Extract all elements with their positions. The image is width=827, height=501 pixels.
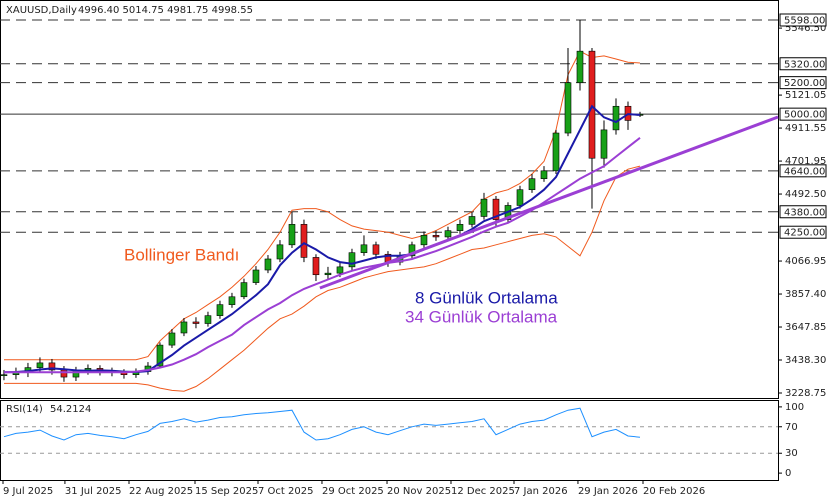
candle-body bbox=[564, 82, 572, 134]
trendline bbox=[319, 115, 779, 290]
y-tick-label: 3857.40 bbox=[785, 289, 826, 300]
level-label-box bbox=[779, 107, 827, 121]
level-label-box bbox=[779, 57, 827, 71]
x-tick-label: 31 Jul 2025 bbox=[65, 486, 122, 497]
level-label-box bbox=[779, 13, 827, 27]
x-tick-label: 29 Oct 2025 bbox=[322, 486, 384, 497]
y-tick-label: 5546.50 bbox=[785, 23, 826, 34]
bollinger-lower bbox=[4, 165, 641, 392]
candle-body bbox=[276, 244, 284, 260]
x-tick-label: 22 Aug 2025 bbox=[129, 486, 193, 497]
bollinger-upper bbox=[4, 50, 641, 361]
annotation: 34 Günlük Ortalama bbox=[405, 307, 558, 326]
candle-body bbox=[612, 105, 620, 131]
candle-body bbox=[324, 272, 332, 276]
candle-body bbox=[168, 332, 176, 346]
x-tick-label: 15 Sep 2025 bbox=[195, 486, 258, 497]
level-label-box bbox=[779, 76, 827, 90]
candle-body bbox=[540, 170, 548, 179]
candle-body bbox=[0, 374, 8, 376]
candle-body bbox=[432, 235, 440, 238]
rsi-line bbox=[3, 407, 641, 441]
candle-body bbox=[372, 244, 380, 255]
y-tick-label: 70 bbox=[785, 422, 798, 433]
y-tick-label: 100 bbox=[785, 402, 804, 413]
symbol-title: XAUUSD,Daily bbox=[6, 5, 77, 16]
candle-body bbox=[552, 132, 560, 172]
candle-body bbox=[252, 269, 260, 283]
x-tick-label: 20 Feb 2026 bbox=[643, 486, 705, 497]
y-tick-label: 3438.30 bbox=[785, 355, 826, 366]
candle-body bbox=[528, 178, 536, 191]
candle-body bbox=[36, 362, 44, 368]
annotation: 8 Günlük Ortalama bbox=[415, 288, 558, 307]
level-label: 5000.00 bbox=[784, 110, 825, 121]
level-label-box bbox=[779, 225, 827, 239]
y-tick-label: 3647.85 bbox=[785, 322, 826, 333]
candle-body bbox=[600, 129, 608, 159]
candle-body bbox=[156, 344, 164, 367]
level-label-box bbox=[779, 164, 827, 178]
level-label: 5320.00 bbox=[784, 59, 825, 70]
candle-body bbox=[456, 224, 464, 231]
candle-body bbox=[192, 321, 200, 324]
rsi-title: RSI(14) bbox=[6, 404, 43, 415]
candle-body bbox=[180, 321, 188, 334]
y-tick-label: 3228.75 bbox=[785, 388, 826, 399]
ohlc-header: 4996.40 5014.75 4981.75 4998.55 bbox=[78, 5, 253, 16]
candle-body bbox=[48, 362, 56, 371]
level-label: 5598.00 bbox=[784, 15, 825, 26]
candle-body bbox=[312, 257, 320, 276]
x-tick-label: 29 Jan 2026 bbox=[578, 486, 638, 497]
candle-body bbox=[360, 244, 368, 253]
x-tick-label: 9 Jul 2025 bbox=[3, 486, 53, 497]
y-tick-label: 0 bbox=[785, 468, 791, 479]
x-tick-label: 12 Dec 2025 bbox=[451, 486, 515, 497]
candle-body bbox=[420, 235, 428, 246]
y-tick-label: 5121.05 bbox=[785, 90, 826, 101]
level-label: 4640.00 bbox=[784, 166, 825, 177]
candle-body bbox=[264, 258, 272, 271]
candle-body bbox=[408, 244, 416, 257]
candle-body bbox=[228, 296, 236, 305]
y-tick-label: 4701.95 bbox=[785, 156, 826, 167]
level-label-box bbox=[779, 205, 827, 219]
candle-body bbox=[60, 369, 68, 378]
candle-body bbox=[300, 224, 308, 258]
y-tick-label: 4066.95 bbox=[785, 256, 826, 267]
level-label: 4250.00 bbox=[784, 228, 825, 239]
level-label: 5200.00 bbox=[784, 78, 825, 89]
y-tick-label: 30 bbox=[785, 448, 798, 459]
candle-body bbox=[204, 315, 212, 324]
x-tick-label: 7 Jan 2026 bbox=[514, 486, 568, 497]
y-tick-label: 4911.55 bbox=[785, 123, 826, 134]
candle-body bbox=[216, 304, 224, 316]
y-tick-label: 4492.50 bbox=[785, 189, 826, 200]
candle-body bbox=[240, 282, 248, 298]
moving-average bbox=[3, 104, 641, 374]
candle-body bbox=[588, 50, 596, 159]
candle-body bbox=[348, 252, 356, 268]
candle-body bbox=[480, 198, 488, 217]
candle-body bbox=[492, 198, 500, 220]
candle-body bbox=[468, 216, 476, 225]
annotation: Bollinger Bandı bbox=[124, 245, 239, 264]
level-label: 4380.00 bbox=[784, 207, 825, 218]
price-pane bbox=[0, 0, 779, 399]
x-tick-label: 20 Nov 2025 bbox=[387, 486, 451, 497]
rsi-value: 54.2124 bbox=[50, 404, 91, 415]
candle-body bbox=[288, 224, 296, 246]
candle-body bbox=[576, 50, 584, 83]
candle-body bbox=[336, 266, 344, 274]
candle-body bbox=[516, 189, 524, 206]
candle-body bbox=[444, 230, 452, 238]
x-tick-label: 7 Oct 2025 bbox=[258, 486, 313, 497]
rsi-pane bbox=[0, 400, 779, 481]
